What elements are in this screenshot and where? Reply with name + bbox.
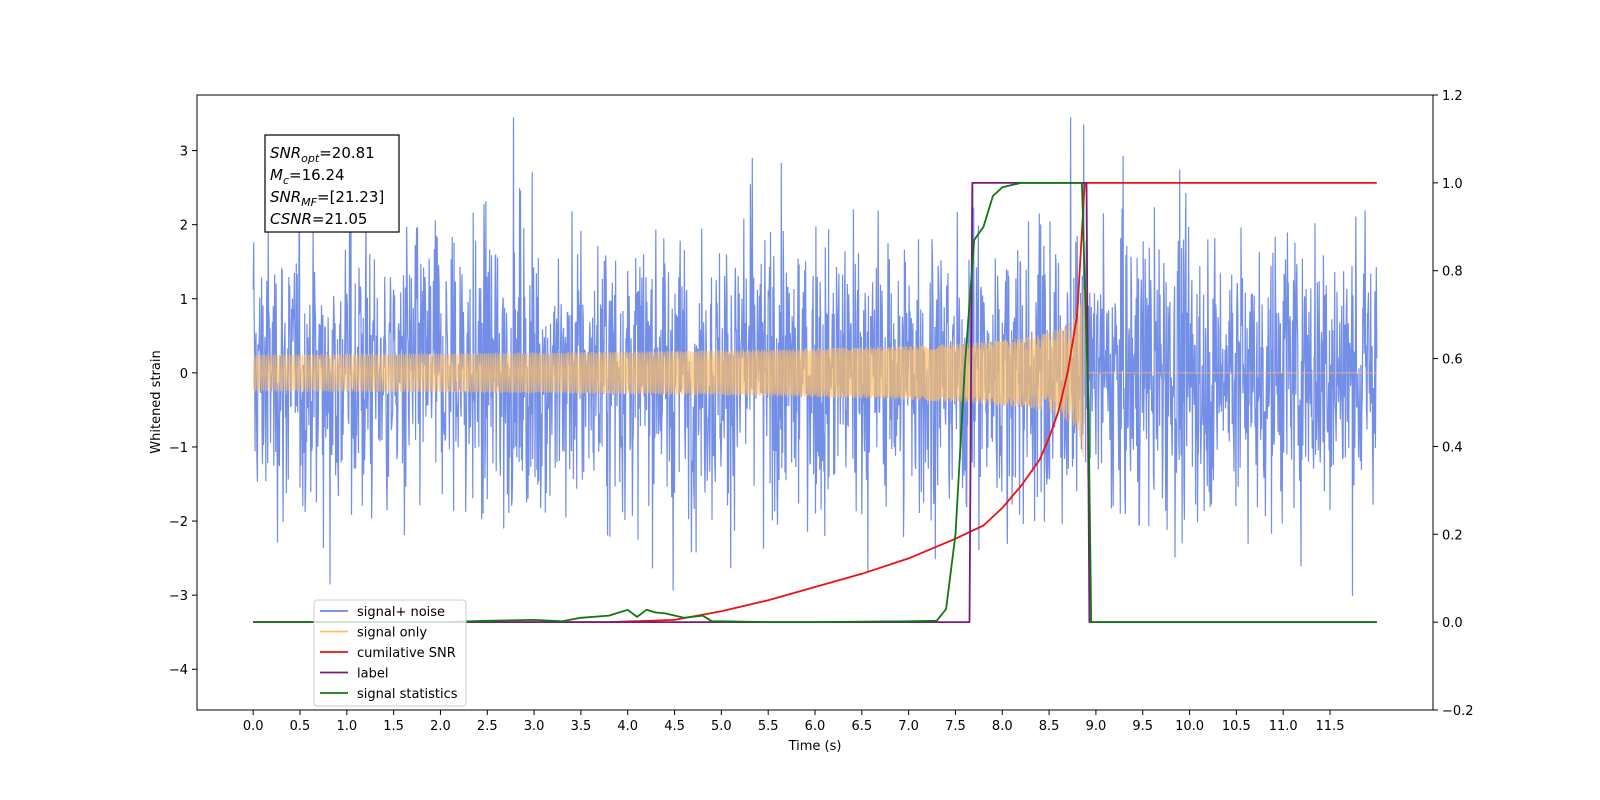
x-tick-label: 11.0 (1269, 719, 1298, 734)
x-tick-label: 11.5 (1316, 719, 1345, 734)
legend-label: signal statistics (357, 687, 458, 702)
y-tick-label: −1 (169, 441, 188, 456)
annotation-line: Mc=16.24 (270, 166, 345, 187)
x-tick-label: 10.0 (1175, 719, 1204, 734)
y-axis-right: −0.2 0.0 0.2 0.4 0.6 0.8 1.0 1.2 (1433, 89, 1474, 719)
y-tick-label: −3 (169, 589, 188, 604)
annotation-line: CSNR=21.05 (270, 210, 367, 228)
x-tick-label: 9.0 (1086, 719, 1107, 734)
x-tick-label: 2.5 (477, 719, 498, 734)
y-tick-label: 0 (180, 367, 188, 382)
annotation-symbol: SNR (270, 188, 301, 206)
legend-label: cumilative SNR (357, 646, 456, 661)
annotation-box: SNRopt=20.81Mc=16.24SNRMF=[21.23]CSNR=21… (264, 134, 400, 233)
y2-tick-label: 0.0 (1442, 616, 1463, 631)
annotation-symbol: CSNR (270, 210, 312, 228)
y2-tick-label: 1.0 (1442, 177, 1463, 192)
y2-tick-label: 0.4 (1442, 440, 1463, 455)
x-axis-title: Time (s) (788, 739, 842, 754)
legend: signal+ noise signal only cumilative SNR la… (313, 599, 467, 707)
annotation-subscript: opt (301, 152, 320, 165)
annotation-line: SNRopt=20.81 (270, 144, 375, 165)
x-tick-label: 3.5 (571, 719, 592, 734)
annotation-subscript: c (283, 174, 289, 187)
annotation-line: SNRMF=[21.23] (270, 188, 384, 209)
x-tick-label: 6.5 (851, 719, 872, 734)
y-axis-left: −4 −3 −2 −1 0 1 2 3 (169, 145, 197, 678)
legend-label: signal+ noise (357, 605, 445, 620)
y-tick-label: −4 (169, 663, 188, 678)
annotation-symbol: SNR (270, 144, 301, 162)
series-line-2 (253, 181, 1377, 623)
y2-tick-label: −0.2 (1442, 704, 1474, 719)
x-tick-label: 1.0 (336, 719, 357, 734)
x-tick-label: 3.0 (524, 719, 545, 734)
annotation-frame (264, 134, 400, 233)
y-axis-title: Whitened strain (149, 350, 164, 453)
legend-label: signal only (357, 626, 427, 641)
series-line-4 (253, 181, 1377, 623)
x-tick-label: 4.0 (617, 719, 638, 734)
annotation-value: =[21.23] (317, 188, 384, 206)
series-layer (252, 117, 1378, 623)
x-tick-label: 4.5 (664, 719, 685, 734)
x-tick-label: 7.0 (898, 719, 919, 734)
legend-label: label (357, 667, 388, 682)
x-tick-label: 9.5 (1132, 719, 1153, 734)
x-tick-label: 6.0 (805, 719, 826, 734)
series-line-1 (252, 259, 1377, 458)
annotation-value: =20.81 (319, 144, 375, 162)
annotation-value: =16.24 (289, 166, 345, 184)
y-tick-label: −2 (169, 515, 188, 530)
y2-tick-label: 0.6 (1442, 353, 1463, 368)
x-tick-label: 7.5 (945, 719, 966, 734)
x-tick-label: 8.5 (1039, 719, 1060, 734)
y-tick-label: 1 (180, 293, 188, 308)
annotation-value: =21.05 (312, 210, 368, 228)
y-tick-label: 3 (180, 145, 188, 160)
y2-tick-label: 0.8 (1442, 265, 1463, 280)
series-line-0 (252, 117, 1378, 596)
x-tick-label: 0.5 (290, 719, 311, 734)
x-tick-label: 2.0 (430, 719, 451, 734)
annotation-symbol: M (270, 166, 283, 184)
legend-frame (313, 599, 467, 707)
x-axis: 0.0 0.5 1.0 1.5 2.0 2.5 3.0 3.5 4.0 4.5 5.0 5.5 6.0 6… (243, 710, 1345, 734)
y2-tick-label: 0.2 (1442, 528, 1463, 543)
x-tick-label: 5.0 (711, 719, 732, 734)
x-tick-label: 1.5 (383, 719, 404, 734)
x-tick-label: 0.0 (243, 719, 264, 734)
x-tick-label: 8.0 (992, 719, 1013, 734)
x-tick-label: 5.5 (758, 719, 779, 734)
annotation-subscript: MF (301, 196, 317, 209)
x-tick-label: 10.5 (1222, 719, 1251, 734)
y2-tick-label: 1.2 (1442, 89, 1463, 104)
y-tick-label: 2 (180, 219, 188, 234)
